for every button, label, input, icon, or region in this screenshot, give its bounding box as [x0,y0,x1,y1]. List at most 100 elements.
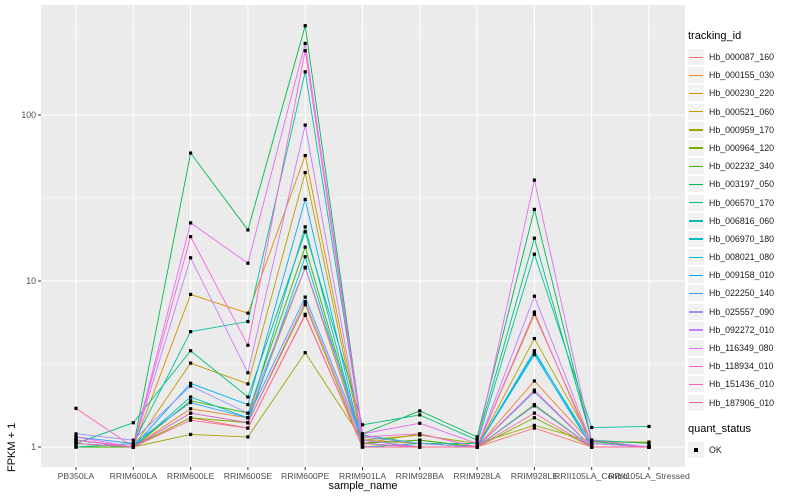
legend-key [688,394,704,411]
legend: tracking_id Hb_000087_160 Hb_000155_030 Hb… [688,30,774,460]
legend-key [688,139,704,156]
legend-item-label: Hb_006570_170 [709,197,775,208]
legend-key-line-icon [689,74,703,77]
legend-item: Hb_003197_050 [688,176,775,193]
x-tick-label: RRIM600LA [110,471,158,481]
legend-key-line-icon [689,329,703,331]
legend-key [688,230,704,247]
x-tick-label: RRIM928BA [396,471,444,481]
x-tick-label: RRIM600SE [224,471,272,481]
legend-key [688,340,704,356]
x-tick-label: PB350LA [58,471,95,481]
y-tick-label: 1 [31,442,36,452]
legend-key-line-icon [689,365,703,368]
legend-key-line-icon [689,56,703,58]
legend-item-label: Hb_025557_090 [709,306,775,317]
legend-item: Hb_187906_010 [688,394,775,411]
x-axis-title: sample_name [41,480,685,492]
legend-item-label: Hb_006816_060 [709,215,775,226]
legend-item: Hb_000155_030 [688,67,775,84]
x-axis-title-text: sample_name [328,480,398,492]
quant-status-label: OK [709,444,722,455]
legend-key-line-icon [689,202,703,204]
legend-item: Hb_006970_180 [688,230,774,247]
legend-key [688,376,704,393]
legend-item-label: Hb_000521_060 [709,106,775,117]
legend-item: Hb_008021_080 [688,249,775,266]
x-tick-label: RRIM928LA [453,471,501,481]
x-tick-label: RRII105LA_Control [554,471,629,481]
legend-key [688,249,704,266]
legend-item-label: Hb_000230_220 [709,88,775,99]
legend-item: Hb_002232_340 [688,158,775,175]
legend-key-line-icon [689,165,703,168]
legend-key-line-icon [689,402,703,404]
legend-key [688,158,704,175]
legend-item: Hb_006570_170 [688,194,775,211]
x-tick-label: RRIM600LE [167,471,215,481]
legend-key [688,176,704,193]
legend-key-line-icon [689,92,703,95]
y-axis-title-text: FPKM + 1 [6,422,18,472]
legend-key-line-icon [689,311,703,313]
quant-status-title: quant_status [688,422,751,435]
legend-item: Hb_151436_010 [688,376,775,393]
legend-key-line-icon [689,256,703,258]
legend-key [688,303,704,320]
legend-item: Hb_092272_010 [688,321,775,338]
legend-item-label: Hb_022250_140 [709,288,775,299]
quant-status-key [688,441,704,458]
legend-key-line-icon [689,347,703,349]
legend-item: Hb_116349_080 [688,340,774,356]
y-tick-label: 10 [26,276,36,286]
legend-key [688,321,704,338]
legend-item: Hb_000087_160 [688,49,774,65]
legend-key [688,358,704,375]
legend-item-label: Hb_002232_340 [709,161,775,172]
legend-item-label: Hb_009158_010 [709,270,775,281]
legend-item: Hb_009158_010 [688,267,775,284]
legend-item-label: Hb_000087_160 [709,52,775,62]
legend-item: Hb_000964_120 [688,139,774,156]
legend-item-label: Hb_008021_080 [709,252,775,263]
legend-key-line-icon [689,292,703,295]
legend-item: Hb_025557_090 [688,303,775,320]
legend-item-label: Hb_000959_170 [709,124,775,135]
legend-item: Hb_118934_010 [688,358,774,375]
legend-items: Hb_000087_160 Hb_000155_030 Hb_000230_220 H… [688,49,774,411]
legend-key-line-icon [689,274,703,277]
legend-key [688,285,704,302]
legend-key [688,103,704,120]
y-tick-label: 100 [21,110,36,120]
y-axis-title: FPKM + 1 [6,0,18,472]
legend-key [688,121,704,138]
legend-key-line-icon [689,383,703,386]
legend-item-label: Hb_003197_050 [709,179,775,190]
legend-item: Hb_000959_170 [688,121,775,138]
x-tick-label: RRII105LA_Stressed [608,471,690,481]
legend-key [688,194,704,211]
legend-item: Hb_022250_140 [688,285,775,302]
legend-title: tracking_id [688,30,742,42]
x-tick-label: RRIM901LA [339,471,387,481]
data-points [74,24,651,449]
legend-key-line-icon [689,183,703,186]
x-tick-label: RRIM600PE [281,471,329,481]
legend-item-label: Hb_187906_010 [709,397,775,408]
quant-status-item: OK [688,441,774,458]
legend-key-line-icon [689,147,703,149]
legend-key [688,212,704,229]
legend-item: Hb_000230_220 [688,85,775,102]
legend-key [688,67,704,84]
legend-item-label: Hb_118934_010 [709,361,774,372]
legend-key-line-icon [689,129,703,131]
legend-key-line-icon [689,111,703,113]
legend-key-line-icon [689,220,703,222]
legend-item-label: Hb_151436_010 [709,379,775,390]
legend-item-label: Hb_000155_030 [709,70,775,81]
legend-item: Hb_006816_060 [688,212,775,229]
legend-key-line-icon [689,238,703,240]
legend-item-label: Hb_092272_010 [709,324,775,335]
axis-ticks: 1 10 100 PB350LA RRIM600LA RRIM600LE RRIM600SE… [21,110,690,481]
